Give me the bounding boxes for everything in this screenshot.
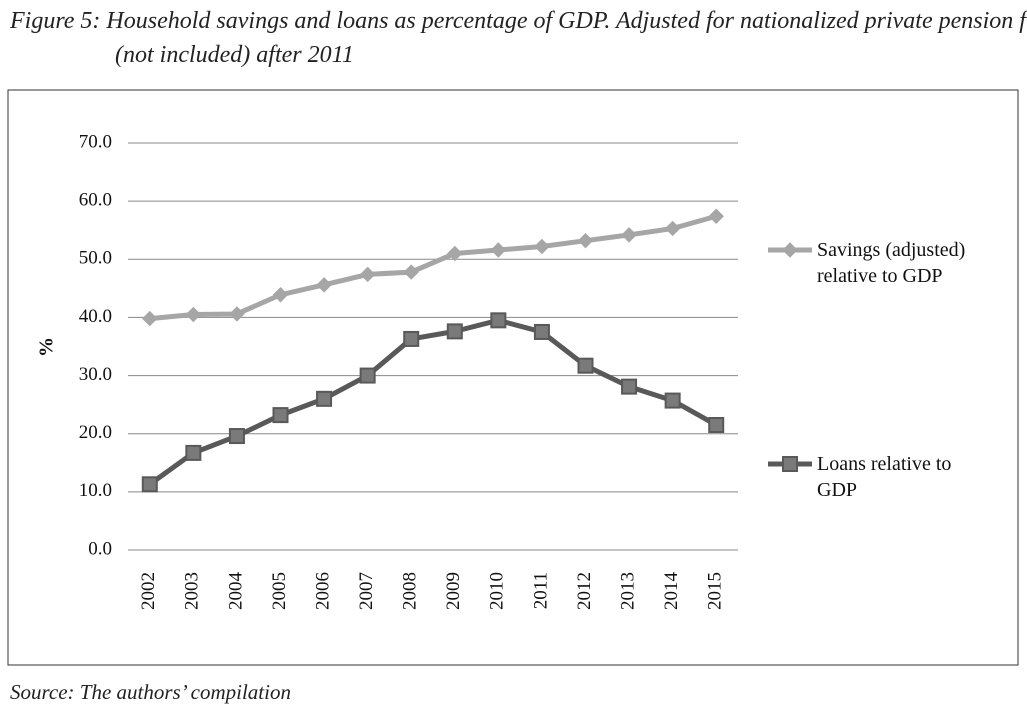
data-point [359,367,376,384]
y-tick-label: 40.0 [79,306,112,327]
y-tick-label: 0.0 [88,538,112,559]
x-tick-label: 2006 [312,572,333,610]
y-tick-label: 50.0 [79,248,112,269]
data-point [228,428,245,445]
data-point [272,407,289,424]
y-tick-label: 30.0 [79,364,112,385]
data-point [141,476,158,493]
x-tick-label: 2009 [443,572,464,610]
data-point [533,323,550,340]
data-point [664,392,681,409]
x-tick-label: 2014 [661,572,682,611]
data-point [185,306,202,323]
chart-title: Figure 5: Household savings and loans as… [10,8,1027,68]
data-point [447,245,463,262]
data-point [142,310,158,327]
data-point [708,416,725,433]
data-point [621,378,638,395]
data-point [359,266,376,283]
data-point [229,306,245,322]
x-tick-label: 2012 [574,572,595,610]
x-tick-label: 2003 [182,572,203,610]
y-tick-label: 10.0 [79,480,112,501]
data-point [185,444,202,461]
data-point [490,312,507,329]
data-point [272,287,289,303]
x-tick-label: 2010 [487,572,508,610]
legend-label: Loans relative to GDP [817,453,952,501]
x-tick-label: 2011 [530,572,551,609]
data-point [490,242,507,258]
x-tick-label: 2013 [617,572,638,610]
y-tick-label: 20.0 [79,422,112,443]
data-point [577,357,594,374]
series-line [149,213,717,322]
data-point [534,238,550,255]
series-line [148,317,718,487]
x-tick-label: 2007 [356,572,377,610]
legend-marker [782,242,798,258]
x-tick-label: 2002 [138,572,159,610]
source-note: Source: The authors’ compilation [10,680,291,704]
y-axis-label: % [36,337,58,357]
x-tick-label: 2005 [269,572,290,610]
data-point [577,232,594,249]
data-point [621,227,637,243]
legend-label: Savings (adjusted) relative to GDP [817,239,966,287]
x-tick-label: 2004 [225,572,246,611]
x-tick-label: 2015 [705,572,726,610]
data-point [316,277,332,293]
data-point [403,264,419,280]
data-point [664,220,681,237]
data-point [708,208,724,224]
y-tick-label: 70.0 [79,131,112,152]
legend-marker [782,456,798,472]
chart-frame [7,89,1019,666]
data-point [316,390,333,407]
y-tick-label: 60.0 [79,190,112,211]
x-tick-label: 2008 [400,572,421,610]
data-point [403,330,420,347]
data-point [446,323,463,340]
